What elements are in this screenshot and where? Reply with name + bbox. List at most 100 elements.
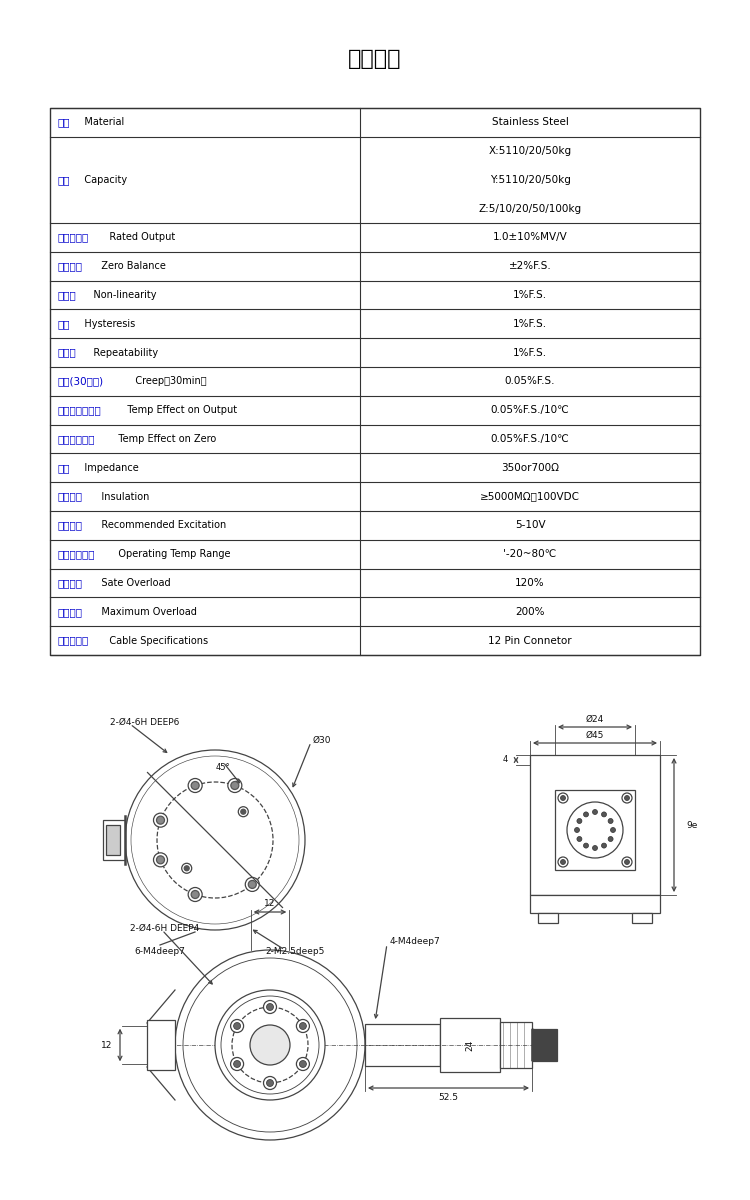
Circle shape <box>299 1022 307 1030</box>
Circle shape <box>625 796 629 800</box>
Circle shape <box>266 1080 274 1086</box>
Bar <box>555 790 635 870</box>
Text: ≥5000MΩ、100VDC: ≥5000MΩ、100VDC <box>480 492 580 502</box>
Bar <box>440 1018 500 1072</box>
Bar <box>50 482 700 511</box>
Text: 材质: 材质 <box>58 118 70 127</box>
Text: Capacity: Capacity <box>75 175 127 185</box>
Text: 45°: 45° <box>216 763 230 773</box>
Circle shape <box>157 856 164 864</box>
Text: Material: Material <box>75 118 124 127</box>
Text: 24: 24 <box>466 1039 475 1051</box>
Circle shape <box>558 793 568 803</box>
Text: Creep（30min）: Creep（30min） <box>126 377 206 386</box>
Text: 12: 12 <box>264 900 276 908</box>
Circle shape <box>567 802 623 858</box>
Circle shape <box>608 836 613 841</box>
Text: '-20~80℃: '-20~80℃ <box>503 550 556 559</box>
Circle shape <box>577 818 582 823</box>
Text: 6-M4deep7: 6-M4deep7 <box>134 948 185 956</box>
Text: 温度灵敏度漂移: 温度灵敏度漂移 <box>58 406 102 415</box>
Circle shape <box>574 828 580 833</box>
Bar <box>538 913 558 923</box>
Text: 2-M2.5deep5: 2-M2.5deep5 <box>266 948 325 956</box>
Text: Temp Effect on Zero: Temp Effect on Zero <box>109 434 216 444</box>
Text: 蠕变(30分钟): 蠕变(30分钟) <box>58 377 104 386</box>
Bar <box>50 569 700 598</box>
Text: 1%F.S.: 1%F.S. <box>513 319 547 329</box>
Text: Operating Temp Range: Operating Temp Range <box>109 550 230 559</box>
Bar <box>50 511 700 540</box>
Text: 5-10V: 5-10V <box>514 521 545 530</box>
Circle shape <box>558 857 568 866</box>
Circle shape <box>608 818 613 823</box>
Text: 0.05%F.S./10℃: 0.05%F.S./10℃ <box>490 406 569 415</box>
Text: 安全过载: 安全过载 <box>58 578 83 588</box>
Circle shape <box>154 853 167 866</box>
Circle shape <box>263 1076 277 1090</box>
Text: 工作温度范围: 工作温度范围 <box>58 550 95 559</box>
Circle shape <box>175 950 365 1140</box>
Circle shape <box>228 779 242 792</box>
Text: Ø30: Ø30 <box>313 736 332 744</box>
Circle shape <box>245 877 260 892</box>
Bar <box>530 755 660 895</box>
Text: 12 Pin Connetor: 12 Pin Connetor <box>488 636 572 646</box>
Circle shape <box>625 859 629 864</box>
Bar <box>50 626 700 655</box>
Bar <box>50 281 700 310</box>
Text: 9e: 9e <box>686 821 698 829</box>
Text: Temp Effect on Output: Temp Effect on Output <box>118 406 237 415</box>
Text: 0.05%F.S./10℃: 0.05%F.S./10℃ <box>490 434 569 444</box>
Text: 非线性: 非线性 <box>58 290 76 300</box>
Text: Sate Overload: Sate Overload <box>92 578 170 588</box>
Text: Z:5/10/20/50/100kg: Z:5/10/20/50/100kg <box>478 204 581 214</box>
Circle shape <box>592 810 598 815</box>
Text: Impedance: Impedance <box>75 463 139 473</box>
Bar <box>50 223 700 252</box>
Text: 2-Ø4-6H DEEP6: 2-Ø4-6H DEEP6 <box>110 718 179 726</box>
Text: Zero Balance: Zero Balance <box>92 262 166 271</box>
Text: Recommended Excitation: Recommended Excitation <box>92 521 226 530</box>
Circle shape <box>584 844 589 848</box>
Bar <box>50 310 700 338</box>
Circle shape <box>577 836 582 841</box>
Circle shape <box>241 809 246 815</box>
Text: 4: 4 <box>503 756 508 764</box>
Bar <box>632 913 652 923</box>
Circle shape <box>560 796 566 800</box>
Bar <box>103 820 125 860</box>
Text: 零点输出: 零点输出 <box>58 262 83 271</box>
Text: 1%F.S.: 1%F.S. <box>513 290 547 300</box>
Text: 2-Ø4-6H DEEP4: 2-Ø4-6H DEEP4 <box>130 924 200 932</box>
Text: 4-M4deep7: 4-M4deep7 <box>390 937 441 947</box>
Bar <box>147 1020 175 1069</box>
Bar <box>500 1022 532 1068</box>
Circle shape <box>230 1020 244 1032</box>
Text: 0.05%F.S.: 0.05%F.S. <box>505 377 555 386</box>
Circle shape <box>231 781 238 790</box>
Circle shape <box>188 779 202 792</box>
Text: Repeatability: Repeatability <box>83 348 158 358</box>
Text: 120%: 120% <box>515 578 544 588</box>
Polygon shape <box>532 1028 557 1061</box>
Circle shape <box>296 1020 310 1032</box>
Bar <box>50 338 700 367</box>
Circle shape <box>157 816 164 824</box>
Bar <box>50 425 700 454</box>
Bar <box>50 137 700 223</box>
Bar <box>50 540 700 569</box>
Circle shape <box>299 1061 307 1068</box>
Circle shape <box>622 793 632 803</box>
Circle shape <box>296 1057 310 1070</box>
Bar <box>50 598 700 626</box>
Circle shape <box>622 857 632 866</box>
Bar <box>365 1024 440 1066</box>
Circle shape <box>592 846 598 851</box>
Text: ±2%F.S.: ±2%F.S. <box>509 262 551 271</box>
Text: Insulation: Insulation <box>92 492 149 502</box>
Circle shape <box>191 890 200 899</box>
Text: X:5110/20/50kg: X:5110/20/50kg <box>488 146 572 156</box>
Circle shape <box>238 806 248 817</box>
Text: Y:5110/20/50kg: Y:5110/20/50kg <box>490 175 571 185</box>
